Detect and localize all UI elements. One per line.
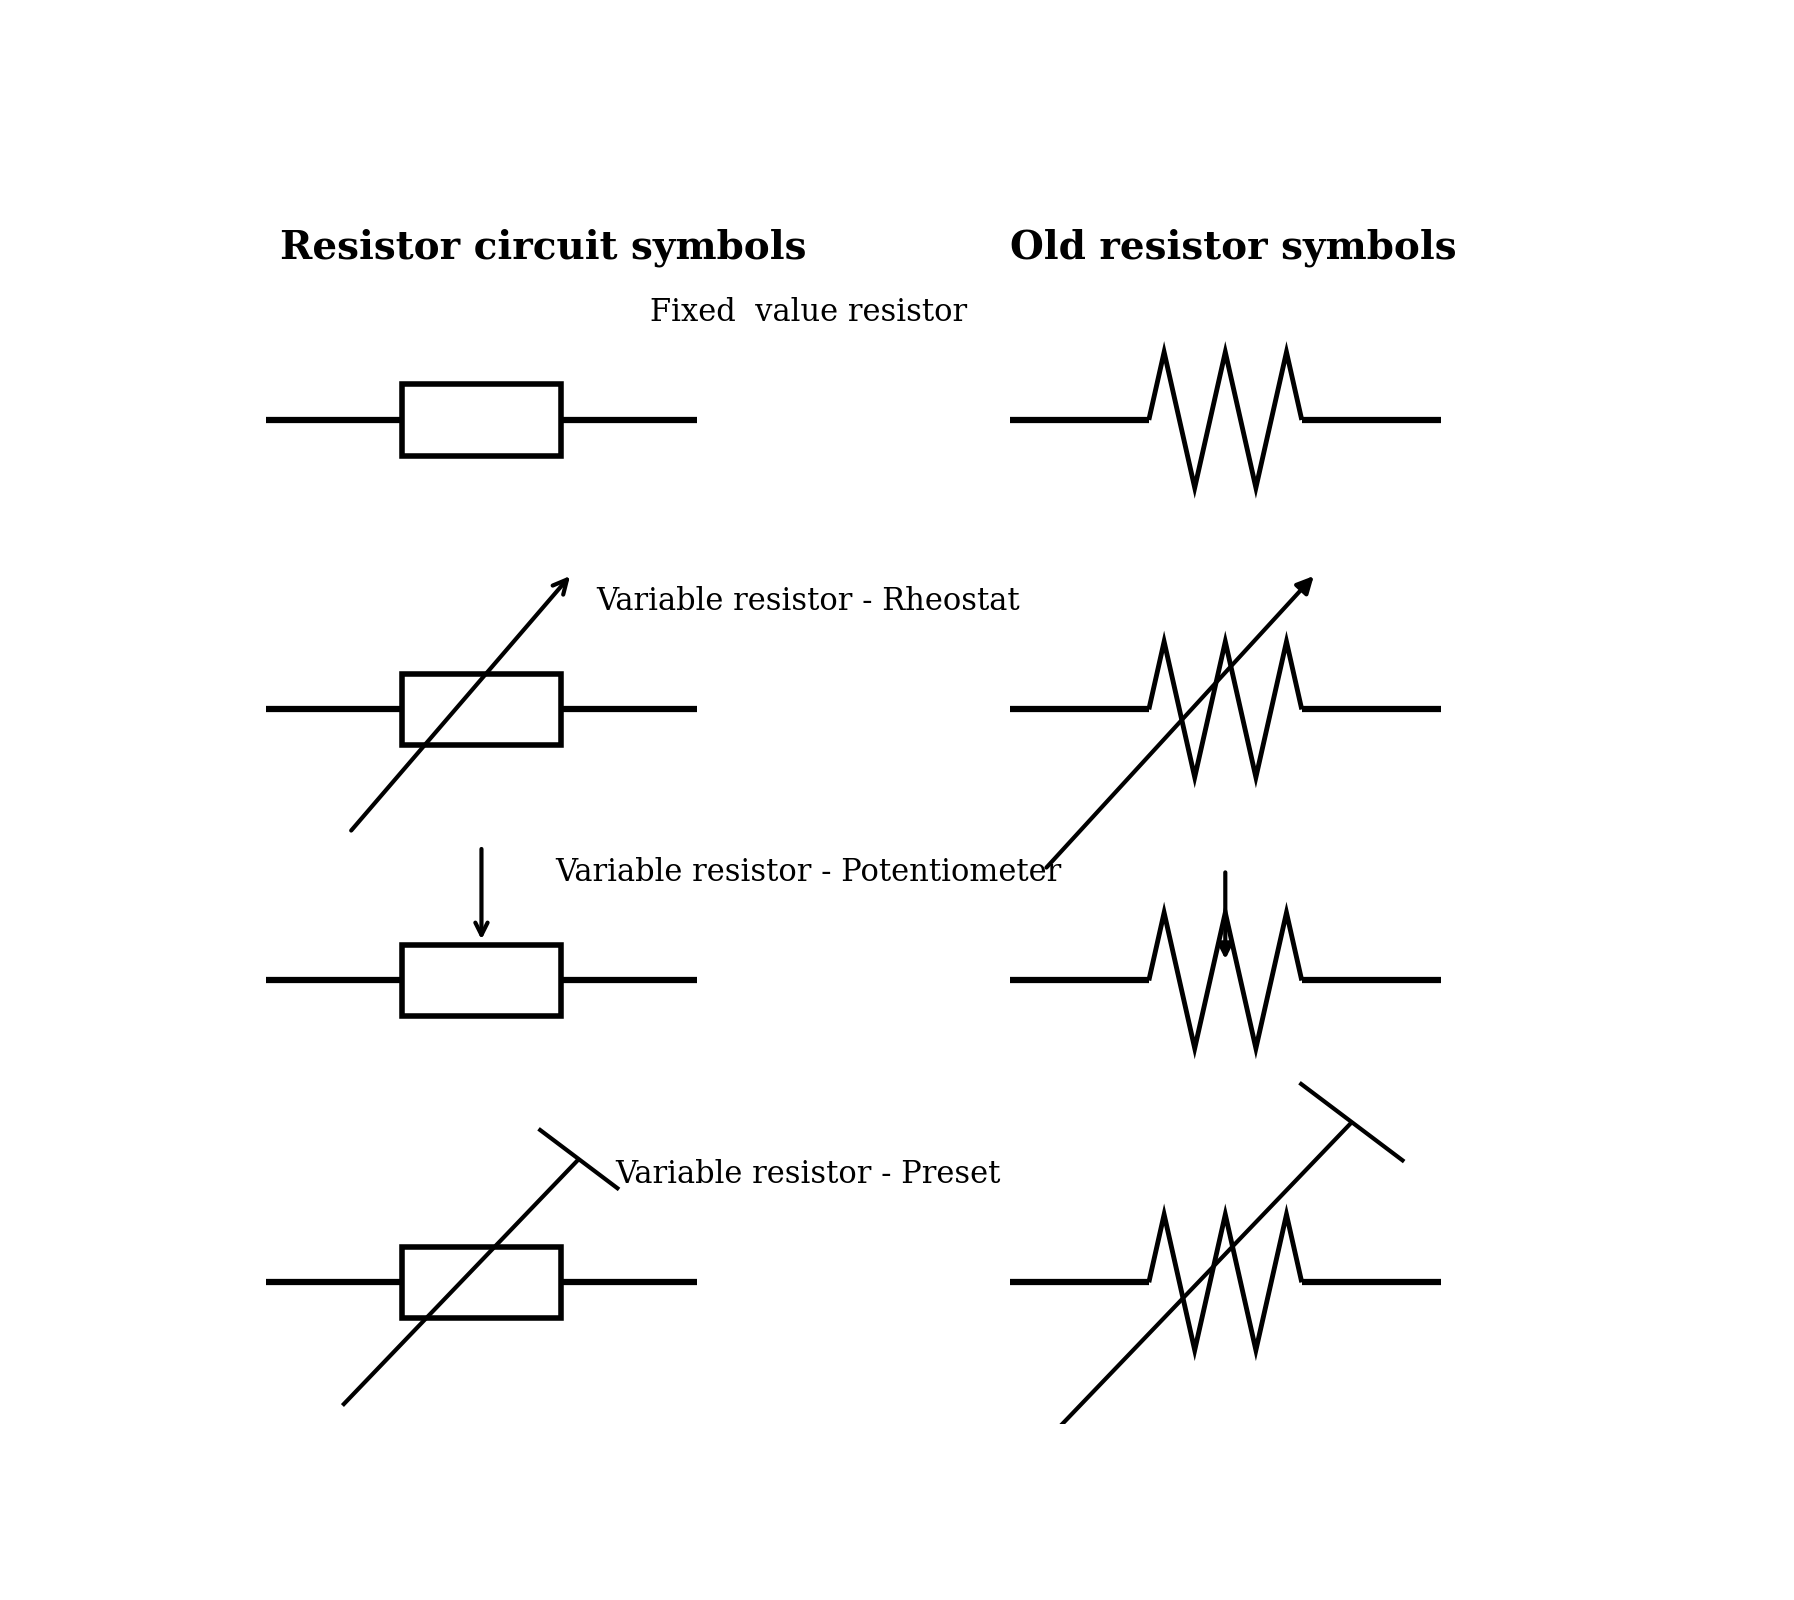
- Bar: [402, 674, 562, 746]
- Text: Variable resistor - Preset: Variable resistor - Preset: [615, 1158, 1001, 1190]
- Text: Variable resistor - Potentiometer: Variable resistor - Potentiometer: [554, 858, 1062, 888]
- Bar: [402, 384, 562, 456]
- Bar: [402, 944, 562, 1016]
- Bar: [402, 1246, 562, 1318]
- Text: Resistor circuit symbols: Resistor circuit symbols: [280, 229, 806, 267]
- Text: Old resistor symbols: Old resistor symbols: [1010, 229, 1457, 267]
- Text: Fixed  value resistor: Fixed value resistor: [649, 296, 967, 328]
- Text: Variable resistor - Rheostat: Variable resistor - Rheostat: [596, 586, 1021, 618]
